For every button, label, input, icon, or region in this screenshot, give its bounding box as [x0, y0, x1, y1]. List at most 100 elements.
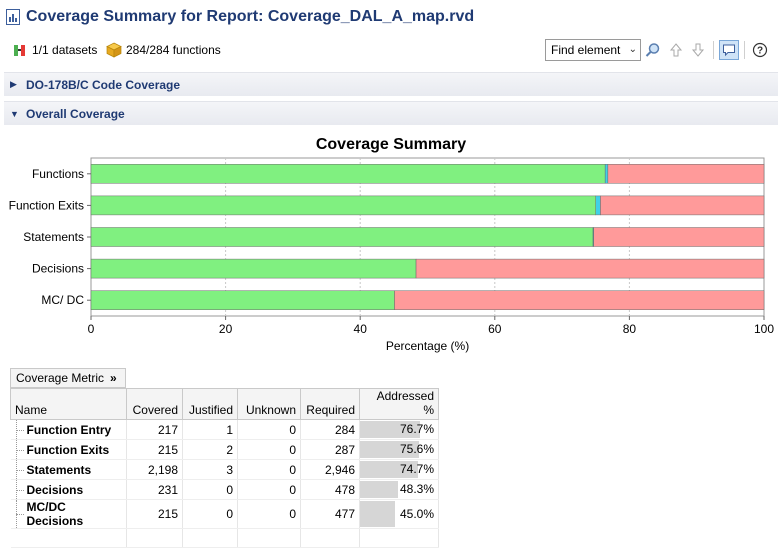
- y-tick-label: Decisions: [32, 262, 84, 276]
- coverage-table: Name Covered Justified Unknown Required …: [10, 388, 439, 548]
- row-justified: 2: [182, 439, 238, 460]
- row-required: 477: [300, 499, 360, 529]
- table-header-row: Name Covered Justified Unknown Required …: [10, 388, 439, 420]
- table-row[interactable]: Function Exits 215 2 0 287 75.6%: [10, 439, 439, 460]
- x-axis-label: Percentage (%): [386, 339, 469, 353]
- table-row[interactable]: MC/DC Decisions 215 0 0 477 45.0%: [10, 499, 439, 529]
- help-button[interactable]: ?: [750, 40, 770, 60]
- column-header-addressed[interactable]: Addressed %: [359, 388, 439, 420]
- datasets-indicator[interactable]: 1/1 datasets: [12, 40, 97, 60]
- y-tick-label: Function Exits: [9, 198, 84, 212]
- bar-segment: [607, 164, 765, 184]
- find-element-select[interactable]: Find element ⌄: [545, 39, 641, 61]
- row-justified: 1: [182, 419, 238, 440]
- row-required: 287: [300, 439, 360, 460]
- search-button[interactable]: [643, 40, 663, 60]
- empty-cell: [359, 528, 439, 548]
- row-addressed: 74.7%: [359, 459, 439, 480]
- page-title: Coverage Summary for Report: Coverage_DA…: [26, 8, 475, 25]
- section-title: DO-178B/C Code Coverage: [26, 77, 181, 92]
- functions-indicator[interactable]: 284/284 functions: [106, 40, 221, 60]
- row-unknown: 0: [237, 479, 301, 500]
- empty-cell: [126, 528, 183, 548]
- column-header-required[interactable]: Required: [300, 388, 360, 420]
- row-unknown: 0: [237, 439, 301, 460]
- addressed-bar: [360, 421, 420, 438]
- row-name: Function Exits: [10, 439, 127, 460]
- row-unknown: 0: [237, 419, 301, 440]
- row-addressed: 75.6%: [359, 439, 439, 460]
- column-header-name[interactable]: Name: [10, 388, 127, 420]
- empty-cell: [300, 528, 360, 548]
- coverage-chart: Coverage Summary 0 20 40 60 80 100 Functions Fu…: [0, 130, 782, 362]
- x-tick-label: 100: [754, 322, 774, 336]
- row-covered: 231: [126, 479, 183, 500]
- help-icon: ?: [752, 42, 768, 58]
- datasets-label: 1/1 datasets: [32, 43, 98, 57]
- report-icon: [6, 9, 20, 25]
- coverage-metric-header[interactable]: Coverage Metric »: [10, 368, 126, 388]
- row-unknown: 0: [237, 499, 301, 529]
- row-required: 478: [300, 479, 360, 500]
- table-row-empty: [10, 528, 439, 548]
- toolbar-separator: [713, 41, 714, 59]
- bar-segment: [90, 258, 417, 279]
- previous-button[interactable]: [666, 40, 686, 60]
- y-tick-label: Functions: [32, 167, 84, 181]
- column-header-justified[interactable]: Justified: [182, 388, 238, 420]
- row-name: Decisions: [10, 479, 127, 500]
- table-row[interactable]: Decisions 231 0 0 478 48.3%: [10, 479, 439, 500]
- functions-box-icon: [106, 42, 122, 58]
- bar-segment: [394, 290, 765, 310]
- chevron-down-icon: ⌄: [628, 44, 637, 55]
- bar-segment: [600, 195, 765, 216]
- row-required: 2,946: [300, 459, 360, 480]
- x-tick-label: 40: [354, 322, 368, 336]
- row-justified: 3: [182, 459, 238, 480]
- y-tick-label: MC/ DC: [41, 293, 84, 307]
- bar-segment: [90, 164, 606, 184]
- find-element-value: Find element: [551, 43, 621, 57]
- addressed-value: 45.0%: [399, 506, 434, 521]
- row-name: MC/DC Decisions: [10, 499, 127, 529]
- x-tick-label: 60: [488, 322, 502, 336]
- chart-canvas: 0 20 40 60 80 100 Functions Function Exits State…: [9, 157, 774, 353]
- row-addressed: 76.7%: [359, 419, 439, 440]
- row-name: Function Entry: [10, 419, 127, 440]
- addressed-value: 74.7%: [399, 462, 434, 476]
- section-code-coverage[interactable]: ▶ DO-178B/C Code Coverage: [4, 72, 778, 96]
- arrow-down-icon: [691, 43, 705, 57]
- metric-header-label: Coverage Metric: [16, 371, 105, 385]
- bar-segment: [90, 290, 395, 310]
- svg-text:?: ?: [757, 46, 763, 57]
- row-required: 284: [300, 419, 360, 440]
- column-header-unknown[interactable]: Unknown: [237, 388, 301, 420]
- bar-segment: [415, 258, 765, 279]
- addressed-bar: [360, 441, 419, 458]
- comments-toggle-button[interactable]: [719, 40, 739, 60]
- row-covered: 2,198: [126, 459, 183, 480]
- x-tick-label: 0: [88, 322, 95, 336]
- table-row[interactable]: Statements 2,198 3 0 2,946 74.7%: [10, 459, 439, 480]
- table-row[interactable]: Function Entry 217 1 0 284 76.7%: [10, 419, 439, 440]
- x-tick-label: 80: [623, 322, 637, 336]
- section-title: Overall Coverage: [26, 106, 125, 121]
- empty-cell: [237, 528, 301, 548]
- row-justified: 0: [182, 479, 238, 500]
- row-addressed: 48.3%: [359, 479, 439, 500]
- y-tick-label: Statements: [23, 230, 84, 244]
- bar-segment: [90, 195, 596, 216]
- empty-cell: [10, 528, 127, 548]
- next-button[interactable]: [688, 40, 708, 60]
- bar-segment: [604, 164, 609, 184]
- functions-label: 284/284 functions: [126, 43, 221, 57]
- addressed-value: 75.6%: [399, 442, 434, 456]
- toolbar-separator: [744, 41, 745, 59]
- bar-segment: [595, 195, 601, 216]
- section-overall-coverage[interactable]: ▼ Overall Coverage: [4, 101, 778, 125]
- column-header-covered[interactable]: Covered: [126, 388, 183, 420]
- chevron-down-icon: ▼: [10, 108, 19, 119]
- row-covered: 217: [126, 419, 183, 440]
- row-covered: 215: [126, 499, 183, 529]
- double-chevron-right-icon: »: [110, 371, 117, 385]
